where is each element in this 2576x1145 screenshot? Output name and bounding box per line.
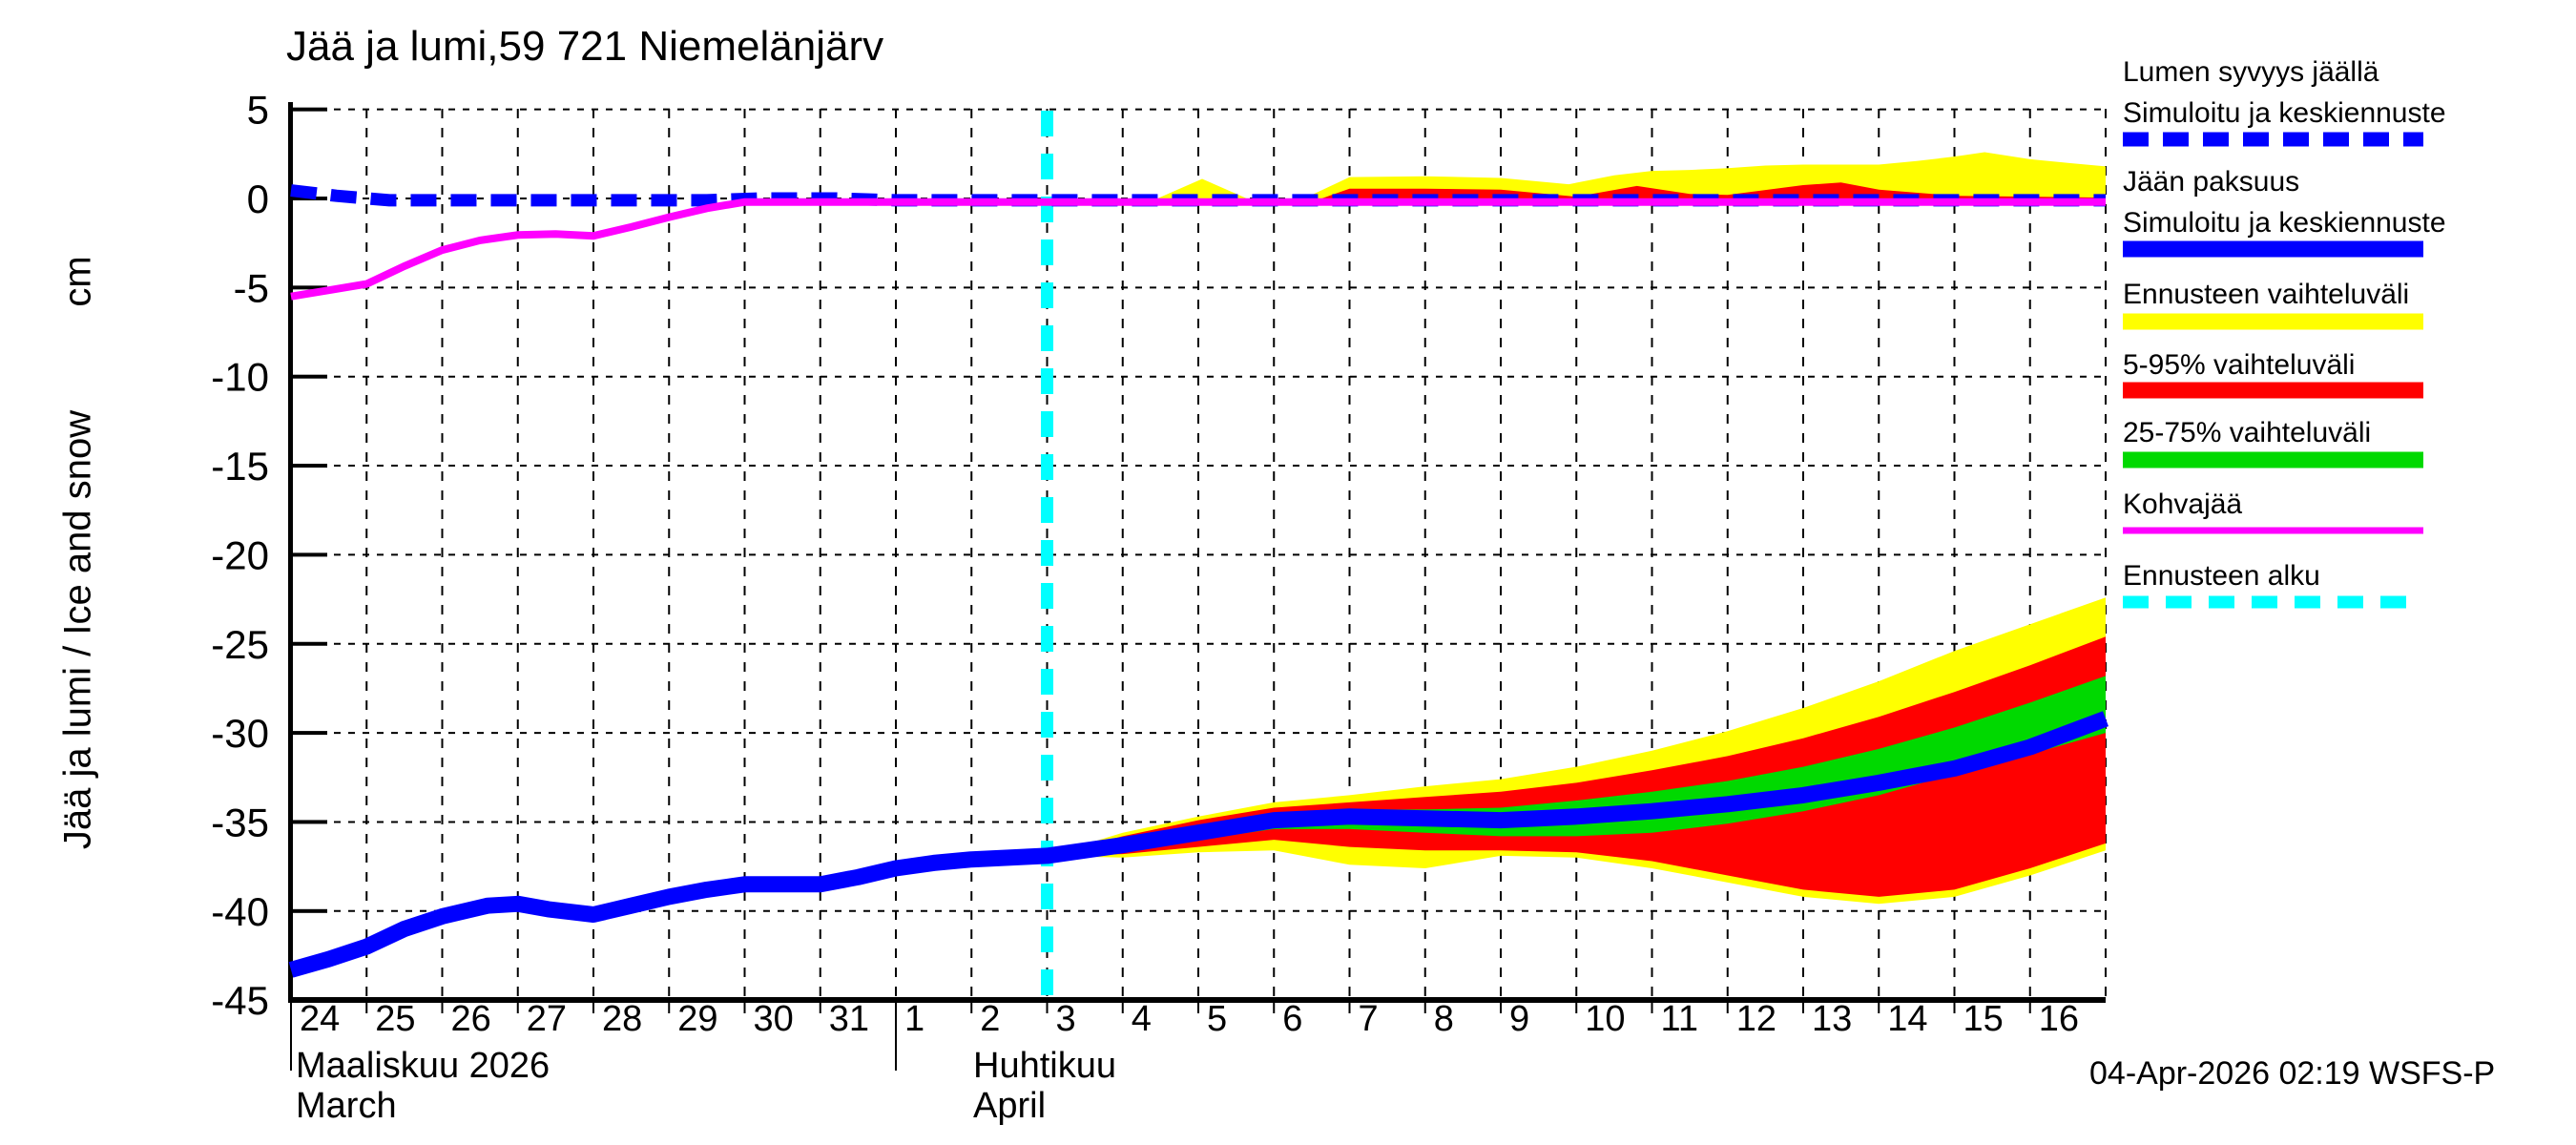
x-day-label: 1 bbox=[904, 999, 924, 1039]
x-day-label: 8 bbox=[1434, 999, 1454, 1039]
x-day-label: 31 bbox=[829, 999, 869, 1039]
y-tick-label: -10 bbox=[211, 355, 269, 400]
kohvajaa-line bbox=[290, 198, 2106, 301]
legend-item-label: Kohvajää bbox=[2123, 489, 2242, 520]
x-day-label: 4 bbox=[1132, 999, 1152, 1039]
y-tick bbox=[291, 820, 327, 824]
y-tick-label: -30 bbox=[211, 711, 269, 756]
y-axis-unit: cm bbox=[56, 256, 99, 307]
x-day-label: 9 bbox=[1509, 999, 1529, 1039]
x-day-label: 24 bbox=[300, 999, 340, 1039]
ice-band-5-95 bbox=[1047, 636, 2106, 897]
x-day-label: 27 bbox=[527, 999, 567, 1039]
y-axis-label: Jää ja lumi / Ice and snow bbox=[56, 409, 99, 850]
x-day-label: 15 bbox=[1963, 999, 2004, 1039]
legend-item-label: Simuloitu ja keskiennuste bbox=[2123, 97, 2446, 129]
legend-item-label: 5-95% vaihteluväli bbox=[2123, 349, 2355, 381]
month-label-april-en: April bbox=[973, 1086, 1047, 1126]
legend-item-label: Lumen syvyys jäällä bbox=[2123, 56, 2379, 88]
x-day-label: 29 bbox=[677, 999, 717, 1039]
ice-thickness-line bbox=[288, 711, 2109, 978]
x-day-label: 13 bbox=[1812, 999, 1852, 1039]
month-label-march-en: March bbox=[296, 1086, 397, 1126]
y-axis-line bbox=[288, 102, 293, 1003]
y-tick-label: -5 bbox=[234, 265, 269, 310]
x-day-label: 25 bbox=[375, 999, 415, 1039]
y-tick bbox=[291, 285, 327, 290]
legend-item-label: Ennusteen alku bbox=[2123, 560, 2320, 592]
y-tick-label: -25 bbox=[211, 622, 269, 667]
legend-item-label: Ennusteen vaihteluväli bbox=[2123, 279, 2409, 310]
legend-item-label: 25-75% vaihteluväli bbox=[2123, 417, 2371, 448]
x-day-label: 7 bbox=[1359, 999, 1379, 1039]
y-tick bbox=[291, 552, 327, 557]
x-day-label: 6 bbox=[1282, 999, 1302, 1039]
timestamp: 04-Apr-2026 02:19 WSFS-P bbox=[2089, 1055, 2496, 1092]
y-tick bbox=[291, 464, 327, 468]
x-day-label: 16 bbox=[2039, 999, 2079, 1039]
month-label-march-fi: Maaliskuu 2026 bbox=[296, 1046, 551, 1086]
y-tick bbox=[291, 641, 327, 646]
y-tick-label: 5 bbox=[247, 88, 269, 133]
snow-depth-line bbox=[290, 184, 2106, 207]
y-tick-label: -45 bbox=[211, 978, 269, 1023]
y-tick bbox=[291, 908, 327, 913]
chart-title: Jää ja lumi,59 721 Niemelänjärv bbox=[286, 23, 884, 70]
x-day-label: 12 bbox=[1736, 999, 1776, 1039]
x-day-label: 26 bbox=[451, 999, 491, 1039]
x-day-label: 10 bbox=[1585, 999, 1625, 1039]
y-tick-label: -35 bbox=[211, 800, 269, 844]
legend-item-label: Jään paksuus bbox=[2123, 166, 2299, 198]
x-day-label: 2 bbox=[980, 999, 1000, 1039]
x-day-label: 30 bbox=[754, 999, 794, 1039]
y-tick-label: -15 bbox=[211, 444, 269, 489]
x-day-label: 28 bbox=[602, 999, 642, 1039]
y-tick bbox=[291, 107, 327, 112]
month-label-april-fi: Huhtikuu bbox=[973, 1046, 1116, 1086]
x-day-label: 14 bbox=[1887, 999, 1927, 1039]
legend-item-label: Simuloitu ja keskiennuste bbox=[2123, 207, 2446, 239]
y-tick bbox=[291, 374, 327, 379]
x-day-label: 5 bbox=[1207, 999, 1227, 1039]
y-tick-label: -40 bbox=[211, 889, 269, 934]
y-tick-label: 0 bbox=[247, 177, 269, 221]
y-tick bbox=[291, 731, 327, 736]
x-day-label: 3 bbox=[1056, 999, 1076, 1039]
y-tick-label: -20 bbox=[211, 532, 269, 577]
x-axis-line bbox=[288, 997, 2106, 1003]
x-day-label: 11 bbox=[1661, 999, 1698, 1039]
